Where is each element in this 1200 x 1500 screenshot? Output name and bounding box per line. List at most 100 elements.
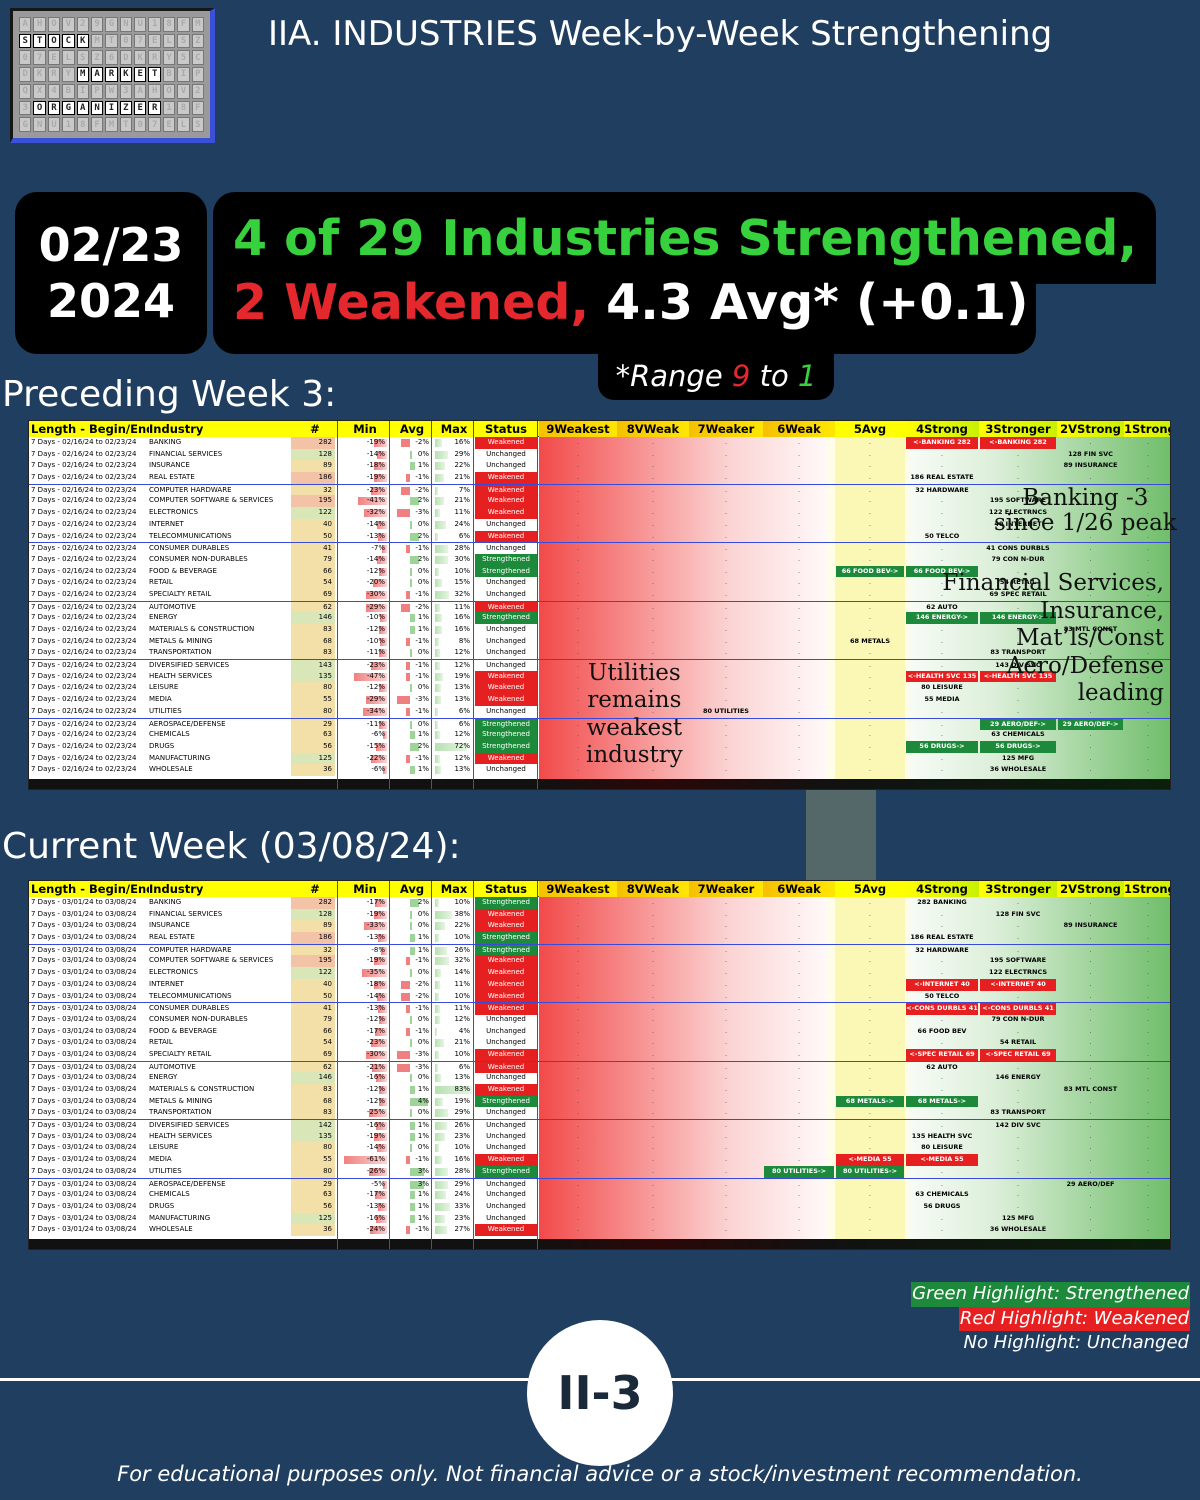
max-bar <box>435 590 450 599</box>
cell-count: 66 <box>291 1025 335 1038</box>
cell-min: -13% <box>366 1004 385 1013</box>
cell-industry: COMPUTER SOFTWARE & SERVICES <box>149 496 274 505</box>
min-bar <box>378 1097 387 1106</box>
logo-filler-cell: 1 <box>162 100 176 116</box>
cell-range: 7 Days - 03/01/24 to 03/08/24 <box>31 1038 137 1047</box>
max-bar <box>435 1202 450 1211</box>
empty-rating-cell: . <box>1089 589 1092 598</box>
column-header: Min <box>339 881 391 897</box>
empty-rating-cell: . <box>1146 1073 1150 1082</box>
min-bar <box>382 766 387 775</box>
headline-banner: 4 of 29 Industries Strengthened, 2 Weake… <box>213 192 1156 354</box>
logo-letter: E <box>134 67 147 82</box>
empty-rating-cell: . <box>1146 1179 1150 1188</box>
max-bar <box>435 450 448 459</box>
empty-rating-cell: . <box>1089 602 1092 611</box>
empty-rating-cell: . <box>868 485 872 494</box>
logo-filler-cell: F <box>191 100 204 116</box>
page-title: IIA. INDUSTRIES Week-by-Week Strengtheni… <box>268 14 1053 54</box>
logo-filler-cell: 3 <box>119 83 133 99</box>
empty-rating-cell: . <box>576 578 580 587</box>
max-bar <box>435 1015 441 1024</box>
empty-rating-cell: . <box>576 1026 580 1035</box>
cell-industry: SPECIALTY RETAIL <box>149 1049 212 1058</box>
empty-rating-cell: . <box>576 661 580 670</box>
avg-bar <box>405 545 410 554</box>
max-bar <box>435 1063 438 1072</box>
cell-count: 40 <box>291 978 335 991</box>
avg-bar <box>410 731 415 740</box>
logo-filler-cell: T <box>105 33 118 49</box>
table-row: 7 Days - 03/01/24 to 03/08/24 AUTOMOTIVE 6… <box>29 1060 1170 1074</box>
cell-count: 122 <box>291 967 335 979</box>
empty-rating-cell: . <box>651 1155 655 1164</box>
column-header: Industry <box>149 421 291 437</box>
cell-range: 7 Days - 03/01/24 to 03/08/24 <box>31 909 137 918</box>
empty-rating-cell: . <box>1146 1201 1150 1210</box>
avg-bar <box>410 579 412 588</box>
empty-rating-cell: . <box>724 496 728 505</box>
empty-rating-cell: . <box>651 554 655 563</box>
cell-status: Unchanged <box>486 1131 526 1140</box>
logo-filler-cell: 1 <box>148 17 161 32</box>
cell-industry: FOOD & BEVERAGE <box>149 1026 217 1035</box>
empty-rating-cell: . <box>651 496 655 505</box>
cell-status: Unchanged <box>486 1108 526 1117</box>
cell-count: 56 <box>291 740 335 753</box>
cell-range: 7 Days - 02/16/24 to 02/23/24 <box>31 683 137 692</box>
cell-max: 10% <box>454 566 470 575</box>
min-bar <box>374 899 387 907</box>
cell-count: 125 <box>291 1212 335 1225</box>
cell-min: -17% <box>366 1026 385 1035</box>
cell-max: 13% <box>454 695 470 704</box>
column-header: # <box>291 421 339 437</box>
column-header: 8VWeak <box>617 881 689 897</box>
empty-rating-cell: . <box>868 933 872 942</box>
logo-filler-cell: S <box>191 117 204 132</box>
empty-rating-cell: . <box>797 496 801 505</box>
rating-pill: 186 REAL ESTATE <box>910 933 974 942</box>
empty-rating-cell: . <box>1089 730 1092 739</box>
range-note: *Range 9 to 1 <box>598 352 834 400</box>
min-bar <box>370 662 387 671</box>
min-bar <box>378 567 387 576</box>
empty-rating-cell: . <box>724 602 728 611</box>
empty-rating-cell: . <box>576 730 580 739</box>
empty-rating-cell: . <box>940 1108 944 1117</box>
cell-avg: 0% <box>417 449 429 458</box>
logo-filler-cell: Z <box>191 33 204 49</box>
min-bar <box>374 1191 387 1200</box>
table-row: 7 Days - 02/16/24 to 02/23/24 AEROSPACE/D… <box>29 717 1170 731</box>
cell-avg: 1% <box>417 730 429 739</box>
column-header: Industry <box>149 881 291 897</box>
logo-filler-cell: I <box>177 67 190 82</box>
empty-rating-cell: . <box>797 554 801 563</box>
empty-rating-cell: . <box>651 1026 655 1035</box>
cell-count: 36 <box>291 764 335 776</box>
logo-filler-cell: F <box>90 117 104 132</box>
empty-rating-cell: . <box>797 449 801 458</box>
empty-rating-cell: . <box>724 566 728 575</box>
empty-rating-cell: . <box>940 661 944 670</box>
empty-rating-cell: . <box>576 683 580 692</box>
max-bar <box>435 946 447 955</box>
cell-min: -8% <box>371 945 385 954</box>
max-bar <box>435 474 445 483</box>
max-bar <box>435 899 440 907</box>
empty-rating-cell: . <box>868 589 872 598</box>
annotation-banking-line: Banking -3 <box>1022 485 1149 511</box>
logo-filler-cell: 6 <box>105 50 118 66</box>
empty-rating-cell: . <box>940 1085 944 1093</box>
empty-rating-cell: . <box>868 1225 872 1234</box>
cell-range: 7 Days - 02/16/24 to 02/23/24 <box>31 566 137 575</box>
cell-min: -6% <box>371 765 385 774</box>
cell-status: Strengthened <box>475 897 537 909</box>
empty-rating-cell: . <box>868 1026 872 1035</box>
cell-avg: 1% <box>417 613 429 622</box>
empty-rating-cell: . <box>1146 1049 1150 1058</box>
cell-avg: 1% <box>417 1085 429 1093</box>
logo-filler-cell: 0 <box>134 117 147 132</box>
empty-rating-cell: . <box>724 589 728 598</box>
avg-bar <box>410 934 415 943</box>
empty-rating-cell: . <box>868 648 872 657</box>
